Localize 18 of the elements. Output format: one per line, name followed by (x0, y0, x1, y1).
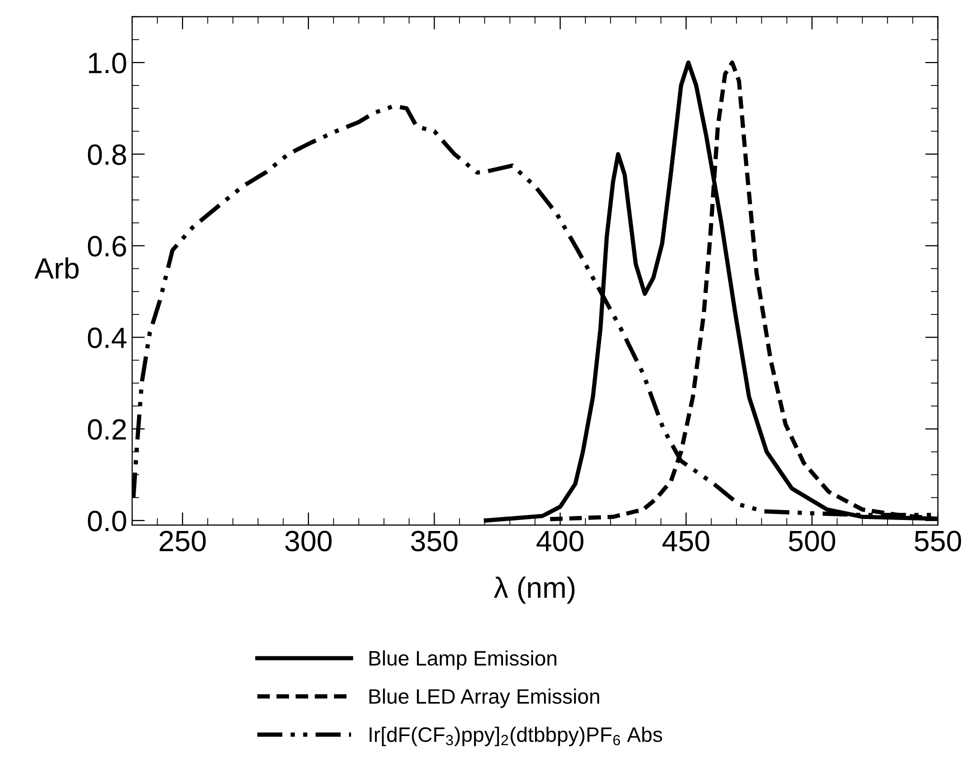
y-tick-label: 0.8 (88, 144, 126, 165)
y-tick-label: 0.4 (88, 328, 126, 348)
x-tick-label: 450 (662, 530, 710, 552)
legend-label: Ir[dF(CF$_{3}$)ppy]$_{2}$(dtbbpy)PF$_{6}$ Abs (370, 726, 662, 746)
x-tick-label: 300 (285, 530, 332, 552)
y-tick-label: 0.0 (88, 510, 126, 532)
y-tick-label: 0.2 (88, 419, 126, 440)
y-axis-title: Arb (34, 257, 79, 279)
x-tick-label: 550 (914, 530, 962, 552)
x-tick-label: 350 (411, 530, 458, 552)
x-tick-label: 500 (788, 530, 836, 552)
x-tick-label: 400 (536, 530, 584, 552)
x-axis-title: λ (nm) (494, 576, 575, 604)
legend-label: Blue Lamp Emission (369, 650, 556, 670)
x-tick-label: 250 (160, 530, 206, 552)
y-tick-label: 0.6 (88, 236, 126, 257)
y-tick-label: 1.0 (88, 52, 126, 74)
legend-label: Blue LED Array Emission (369, 688, 600, 708)
